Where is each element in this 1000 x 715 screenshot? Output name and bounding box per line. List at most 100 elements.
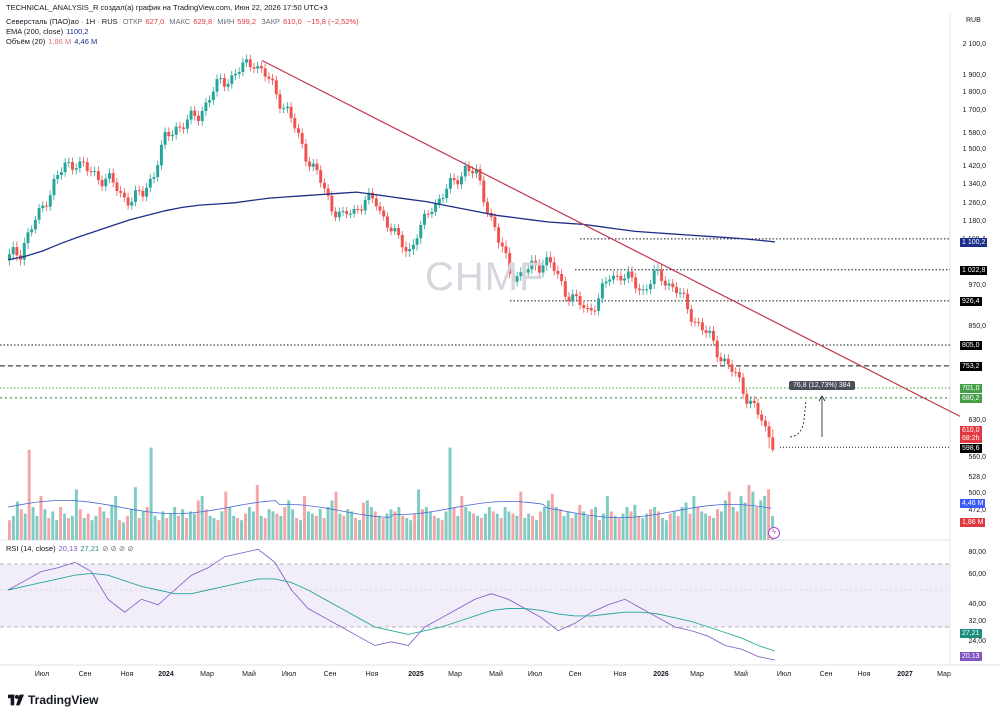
volume-bar [397,507,400,540]
volume-bar [563,516,566,540]
candle-body [738,372,741,377]
open-value: 627,0 [146,17,165,26]
volume-bar [331,500,334,540]
volume-bar [614,516,617,540]
volume-bar [547,500,550,540]
volume-bar [630,511,633,540]
volume-bar [456,516,459,540]
candle-body [216,79,219,92]
volume-bar [228,507,231,540]
volume-bar [20,509,23,540]
candle-body [234,74,237,75]
volume-bar [268,509,271,540]
volume-bar [433,516,436,540]
candle-body [238,72,241,74]
flash-icon[interactable]: ϟ [768,527,780,539]
rsi-settings-icons[interactable]: ⊘ ⊘ ⊘ ⊘ [102,544,133,553]
volume-bar [169,514,172,540]
price-axis-label: 630,0 [952,417,986,425]
volume-bar [661,518,664,540]
candle-body [38,208,41,220]
volume-legend[interactable]: Объём (20) 1,86 M 4,46 M [6,37,100,47]
time-axis-label: 2025 [408,671,424,678]
time-axis-label: Сен [79,671,92,678]
volume-bar [618,518,621,540]
candle-body [323,183,326,189]
volume-bar [83,518,86,540]
volume-bar [689,514,692,540]
candle-body [664,281,667,286]
candle-body [493,217,496,227]
candle-body [501,243,504,247]
candle-body [304,144,307,162]
candle-body [656,270,659,271]
candle-body [116,183,119,192]
volume-bar [63,514,66,540]
candle-body [138,190,141,191]
candle-body [175,127,178,135]
candle-body [293,118,296,128]
chart-caption: TECHNICAL_ANALYSIS_R создал(а) график на… [6,3,331,13]
candle-body [427,214,430,215]
open-label: ОТКР [123,17,143,26]
candle-body [771,437,774,449]
volume-bar [354,518,357,540]
candle-body [486,202,489,213]
volume-bar [527,514,530,540]
time-axis-label: 2027 [897,671,913,678]
volume-label: Объём (20) [6,37,45,46]
time-axis-label: Ноя [121,671,134,678]
candle-body [579,296,582,305]
candle-body [679,293,682,294]
volume-bar [755,507,758,540]
candle-body [297,128,300,133]
volume-bar [252,511,255,540]
volume-bar [295,518,298,540]
volume-bar [350,511,353,540]
candle-body [290,107,293,118]
rsi-axis-label: 24,00 [952,638,986,646]
volume-bar [535,520,538,540]
volume-bar [744,503,747,540]
volume-bar [138,518,141,540]
volume-bar [362,503,365,540]
candle-body [160,145,163,166]
candle-body [397,228,400,235]
candle-body [201,111,204,121]
candle-body [616,276,619,277]
candle-body [204,103,207,111]
symbol-name[interactable]: Северсталь (ПАО)ао · 1Н · RUS [6,17,118,26]
volume-bar [464,507,467,540]
price-axis-label: 1 800,0 [952,89,986,97]
high-label: МАКС [169,17,190,26]
volume-bar [51,511,54,540]
time-axis-label: Май [242,671,256,678]
volume-bar [626,507,629,540]
downtrend-line [262,61,960,417]
volume-bar [16,502,19,541]
price-badge: 68:2h [960,434,982,443]
candle-body [186,120,189,129]
volume-bar [12,516,15,540]
candle-body [212,92,215,100]
volume-bar [193,514,196,540]
candle-body [419,225,422,238]
volume-bar [712,518,715,540]
volume-bar [633,505,636,540]
candle-body [705,330,708,333]
volume-bar [716,509,719,540]
price-badge: 805,0 [960,341,982,350]
rsi-legend[interactable]: RSI (14, close) 20,13 27,21 ⊘ ⊘ ⊘ ⊘ [6,544,137,554]
tradingview-brand[interactable]: TradingView [8,693,98,707]
volume-bar [692,496,695,540]
high-value: 629,8 [193,17,212,26]
candle-body [430,212,433,214]
ema-legend[interactable]: EMA (200, close) 1100,2 [6,27,92,37]
candle-body [712,331,715,341]
volume-bar [700,511,703,540]
candle-body [279,94,282,108]
volume-bar [763,496,766,540]
volume-bar [307,511,310,540]
candle-body [56,175,59,179]
